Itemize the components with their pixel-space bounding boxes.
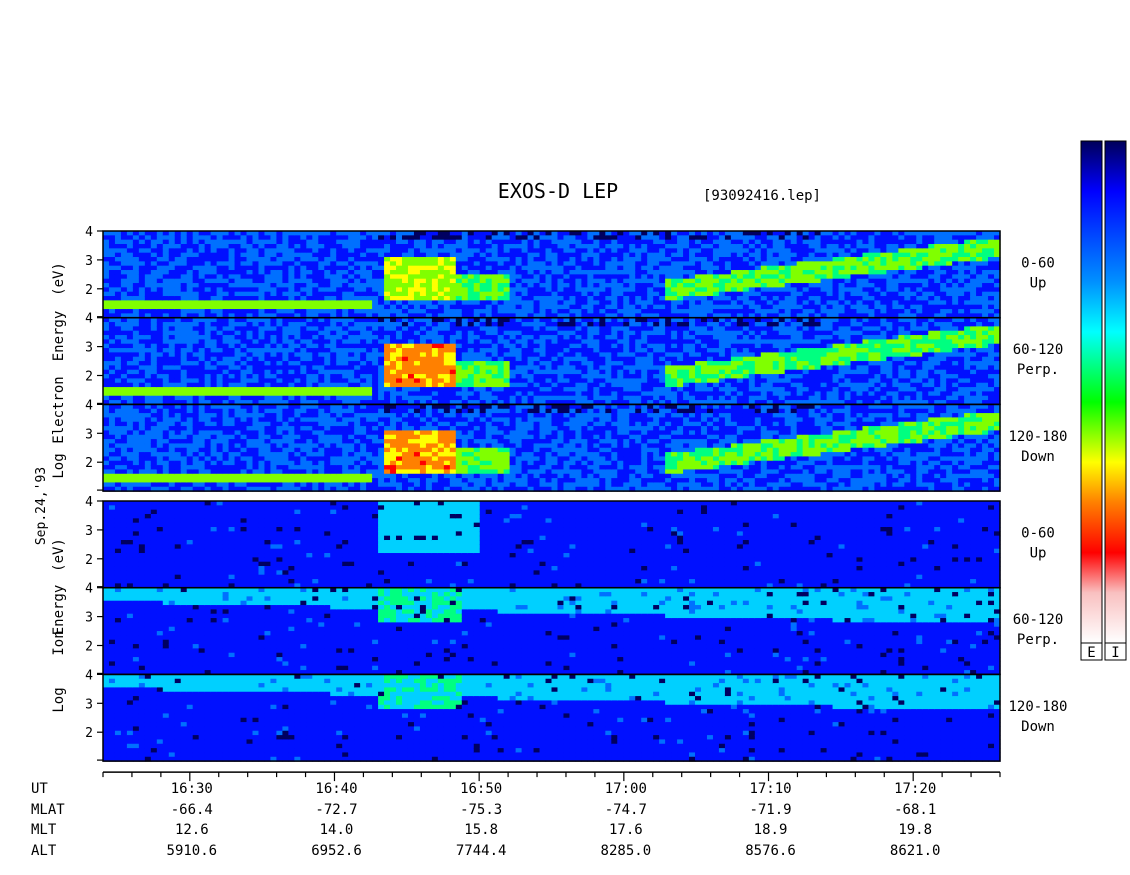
direction-label: Down bbox=[1021, 719, 1055, 735]
y-tick-label: 4 bbox=[85, 312, 93, 327]
pitch-angle-label: 120-180 bbox=[1008, 699, 1067, 715]
ephemeris-value-mlat: -75.3 bbox=[460, 802, 502, 818]
pitch-angle-label: 0-60 bbox=[1021, 255, 1055, 271]
ephemeris-label-mlat: MLAT bbox=[31, 802, 65, 818]
ephemeris-value-mlt: 18.9 bbox=[754, 822, 788, 838]
y-tick-label: 3 bbox=[85, 697, 93, 712]
y-tick-label: 4 bbox=[85, 225, 93, 240]
ephemeris-value-mlt: 19.8 bbox=[898, 822, 932, 838]
ephemeris-value-ut: 16:40 bbox=[315, 781, 357, 797]
y-tick-label: 2 bbox=[85, 553, 93, 568]
ylabel-electron-word: (eV) bbox=[51, 262, 67, 296]
color-scale-label-box bbox=[1080, 642, 1103, 661]
file-label: [93092416.lep] bbox=[703, 188, 821, 204]
panel-electron-perp bbox=[103, 317, 1001, 405]
ephemeris-value-mlt: 14.0 bbox=[320, 822, 354, 838]
color-scale-bar bbox=[1080, 140, 1103, 644]
pitch-angle-label: 60-120 bbox=[1013, 342, 1064, 358]
ephemeris-value-ut: 16:30 bbox=[171, 781, 213, 797]
y-tick-label: 2 bbox=[85, 726, 93, 741]
ephemeris-value-alt: 5910.6 bbox=[167, 843, 218, 859]
ylabel-ion-word: (eV) bbox=[51, 538, 67, 572]
panel-electron-down bbox=[103, 404, 1001, 492]
ephemeris-value-alt: 7744.4 bbox=[456, 843, 507, 859]
y-tick-label: 4 bbox=[85, 495, 93, 510]
y-tick-label: 4 bbox=[85, 582, 93, 597]
direction-label: Perp. bbox=[1017, 632, 1059, 648]
ephemeris-table: UT 16:30 16:40 16:50 17:00 17:10 17:20 MLAT -66.… bbox=[31, 781, 940, 859]
y-tick-label: 3 bbox=[85, 341, 93, 356]
chart-title: EXOS-D LEP bbox=[498, 179, 618, 203]
y-tick-label: 3 bbox=[85, 524, 93, 539]
pitch-angle-label: 60-120 bbox=[1013, 612, 1064, 628]
ylabel-electron-word: Log bbox=[51, 453, 67, 478]
panel-frame bbox=[102, 673, 1001, 762]
direction-label: Perp. bbox=[1017, 362, 1059, 378]
panel-ion-down bbox=[103, 674, 1001, 762]
date-label: Sep.24,'93 bbox=[34, 467, 49, 545]
ephemeris-value-mlat: -66.4 bbox=[171, 802, 213, 818]
ephemeris-value-alt: 8285.0 bbox=[601, 843, 652, 859]
color-scale-label: I bbox=[1111, 645, 1119, 661]
ephemeris-value-mlt: 12.6 bbox=[175, 822, 209, 838]
ylabel-electron-word: Electron bbox=[51, 376, 67, 443]
pitch-angle-label: 120-180 bbox=[1008, 429, 1067, 445]
ephemeris-value-ut: 17:20 bbox=[894, 781, 936, 797]
y-tick-label: 4 bbox=[85, 398, 93, 413]
y-tick-label: 4 bbox=[85, 668, 93, 683]
panel-frame bbox=[102, 403, 1001, 492]
ephemeris-value-alt: 8621.0 bbox=[890, 843, 941, 859]
panel-ion-up bbox=[103, 501, 1001, 589]
y-tick-label: 2 bbox=[85, 370, 93, 385]
ylabel-ion-word: Log bbox=[51, 687, 67, 712]
ylabel-ion-word: Ion bbox=[51, 630, 67, 655]
y-tick-label: 3 bbox=[85, 254, 93, 269]
ylabel-electron-word: Energy bbox=[51, 311, 67, 362]
y-tick-label: 2 bbox=[85, 640, 93, 655]
color-scale-bar bbox=[1104, 140, 1127, 644]
panel-ion-perp bbox=[103, 587, 1001, 675]
ephemeris-value-ut: 16:50 bbox=[460, 781, 502, 797]
ephemeris-value-mlat: -72.7 bbox=[315, 802, 357, 818]
spectrogram-panels bbox=[103, 231, 1001, 762]
ephemeris-value-alt: 8576.6 bbox=[745, 843, 796, 859]
ephemeris-value-ut: 17:00 bbox=[605, 781, 647, 797]
ephemeris-value-mlat: -68.1 bbox=[894, 802, 936, 818]
direction-label: Up bbox=[1030, 545, 1047, 561]
ephemeris-label-alt: ALT bbox=[31, 843, 57, 859]
direction-label: Up bbox=[1030, 275, 1047, 291]
ylabel-ion-word: Energy bbox=[51, 585, 67, 636]
ephemeris-value-mlat: -74.7 bbox=[605, 802, 647, 818]
ephemeris-value-mlat: -71.9 bbox=[749, 802, 791, 818]
panel-electron-up bbox=[103, 231, 1001, 319]
ephemeris-label-mlt: MLT bbox=[31, 822, 57, 838]
ephemeris-value-mlt: 15.8 bbox=[464, 822, 498, 838]
pitch-angle-label: 0-60 bbox=[1021, 525, 1055, 541]
y-tick-label: 3 bbox=[85, 427, 93, 442]
axes-layer: Log Electron Energy (eV) 2 3 4 0-60 Up 2 3 4 60-120 P… bbox=[51, 225, 1068, 782]
ephemeris-value-ut: 17:10 bbox=[749, 781, 791, 797]
color-scale-label-box bbox=[1104, 642, 1127, 661]
y-tick-label: 2 bbox=[85, 283, 93, 298]
ephemeris-label-ut: UT bbox=[31, 781, 48, 797]
color-scale-label: E bbox=[1087, 645, 1095, 661]
direction-label: Down bbox=[1021, 449, 1055, 465]
ephemeris-value-mlt: 17.6 bbox=[609, 822, 643, 838]
y-tick-label: 3 bbox=[85, 611, 93, 626]
y-tick-label: 2 bbox=[85, 456, 93, 471]
ephemeris-value-alt: 6952.6 bbox=[311, 843, 362, 859]
